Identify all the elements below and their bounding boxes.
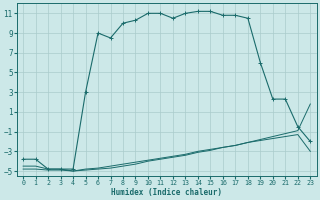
- X-axis label: Humidex (Indice chaleur): Humidex (Indice chaleur): [111, 188, 222, 197]
